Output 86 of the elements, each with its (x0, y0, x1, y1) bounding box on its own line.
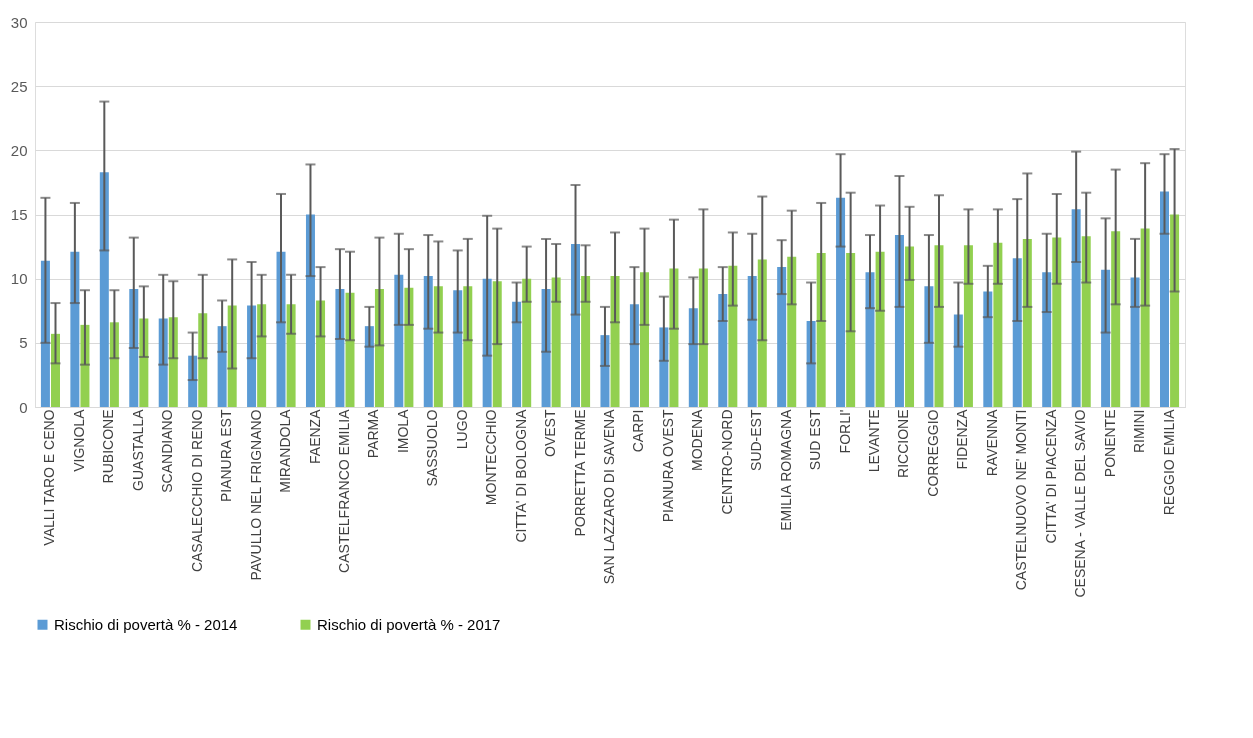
legend-label: Rischio di povertà % - 2017 (317, 615, 501, 633)
x-tick-label: FORLI' (836, 409, 853, 454)
x-tick-label: IMOLA (394, 408, 411, 454)
bar (305, 214, 315, 407)
y-tick-label: 20 (10, 141, 28, 159)
bar (905, 246, 915, 407)
bar (1170, 214, 1180, 407)
x-tick-label: CITTA' DI PIACENZA (1042, 408, 1059, 544)
x-tick-label: CESENA - VALLE DEL SAVIO (1072, 409, 1089, 598)
bar (394, 274, 404, 407)
x-tick-label: PIANURA OVEST (659, 409, 676, 523)
x-tick-label: SUD EST (807, 409, 824, 471)
y-tick-label: 10 (10, 270, 28, 288)
bar (1022, 238, 1032, 407)
x-tick-label: MODENA (689, 408, 706, 471)
bar (522, 278, 532, 407)
bar (894, 235, 904, 407)
x-tick-label: CASTELNUOVO NE' MONTI (1013, 409, 1030, 591)
x-tick-label: PIANURA EST (218, 409, 235, 503)
y-tick-label: 30 (10, 13, 28, 31)
bar (217, 326, 227, 407)
x-tick-label: SAN LAZZARO DI SAVENA (601, 408, 617, 585)
bar (551, 277, 561, 407)
x-tick-label: CITTA' DI BOLOGNA (512, 408, 529, 543)
bar (99, 172, 109, 407)
bar (1160, 191, 1169, 407)
x-tick-label: PAVULLO NEL FRIGNANO (247, 409, 264, 581)
x-tick-label: PORRETTA TERME (571, 409, 588, 537)
y-tick-label: 0 (19, 398, 28, 416)
bar (747, 276, 757, 407)
x-tick-label: CORREGGIO (924, 409, 941, 497)
x-tick-label: PONENTE (1101, 409, 1118, 478)
bar (364, 326, 374, 407)
bar (1042, 272, 1052, 407)
x-tick-label: VIGNOLA (70, 408, 87, 472)
x-tick-label: PARMA (365, 408, 382, 459)
x-tick-label: OVEST (542, 409, 559, 457)
y-tick-label: 5 (19, 334, 28, 352)
x-tick-label: MONTECCHIO (483, 409, 500, 506)
x-tick-label: LUGO (453, 409, 470, 450)
bar (993, 242, 1003, 407)
x-tick-label: CASALECCHIO DI RENO (188, 409, 205, 573)
bar (777, 267, 787, 407)
x-tick-label: RIMINI (1131, 409, 1148, 454)
x-tick-label: SASSUOLO (424, 409, 441, 487)
y-tick-label: 15 (10, 206, 28, 223)
x-tick-label: RAVENNA (983, 408, 1000, 477)
x-tick-label: SUD-EST (748, 409, 765, 471)
legend-label: Rischio di povertà % - 2014 (54, 615, 238, 633)
bar (953, 314, 963, 407)
bar (1052, 237, 1062, 407)
bar (836, 197, 846, 407)
bar (512, 301, 522, 407)
x-tick-label: CENTRO-NORD (718, 409, 735, 515)
x-tick-label: RUBICONE (100, 409, 117, 484)
x-tick-label: LEVANTE (866, 409, 883, 473)
bar (963, 245, 973, 407)
bar (423, 276, 433, 407)
bar (581, 276, 591, 407)
x-tick-label: VALLI TARO E CENO (41, 409, 58, 546)
x-tick-label: RICCIONE (895, 409, 912, 478)
x-tick-label: EMILIA ROMAGNA (777, 408, 794, 531)
bar (1081, 236, 1091, 407)
bar (610, 276, 620, 407)
bar (70, 251, 80, 407)
bar (718, 294, 728, 407)
bar (1130, 277, 1140, 407)
x-tick-label: REGGIO EMILIA (1160, 408, 1177, 516)
bar (728, 265, 738, 407)
x-tick-label: CASTELFRANCO EMILIA (335, 408, 352, 573)
x-tick-label: FAENZA (306, 408, 323, 464)
x-tick-label: SCANDIANO (159, 409, 176, 493)
x-tick-label: CARPI (630, 409, 647, 453)
bar (316, 300, 326, 407)
x-tick-label: GUASTALLA (129, 408, 146, 491)
bar (983, 291, 993, 407)
bar (1071, 209, 1081, 407)
y-tick-label: 25 (10, 77, 28, 95)
bar (257, 304, 267, 407)
x-tick-label: FIDENZA (954, 408, 971, 470)
bar (276, 251, 286, 407)
x-tick-label: MIRANDOLA (277, 408, 294, 493)
bar (286, 304, 296, 407)
bar (865, 272, 875, 407)
bar (787, 256, 797, 407)
bar (404, 287, 414, 407)
